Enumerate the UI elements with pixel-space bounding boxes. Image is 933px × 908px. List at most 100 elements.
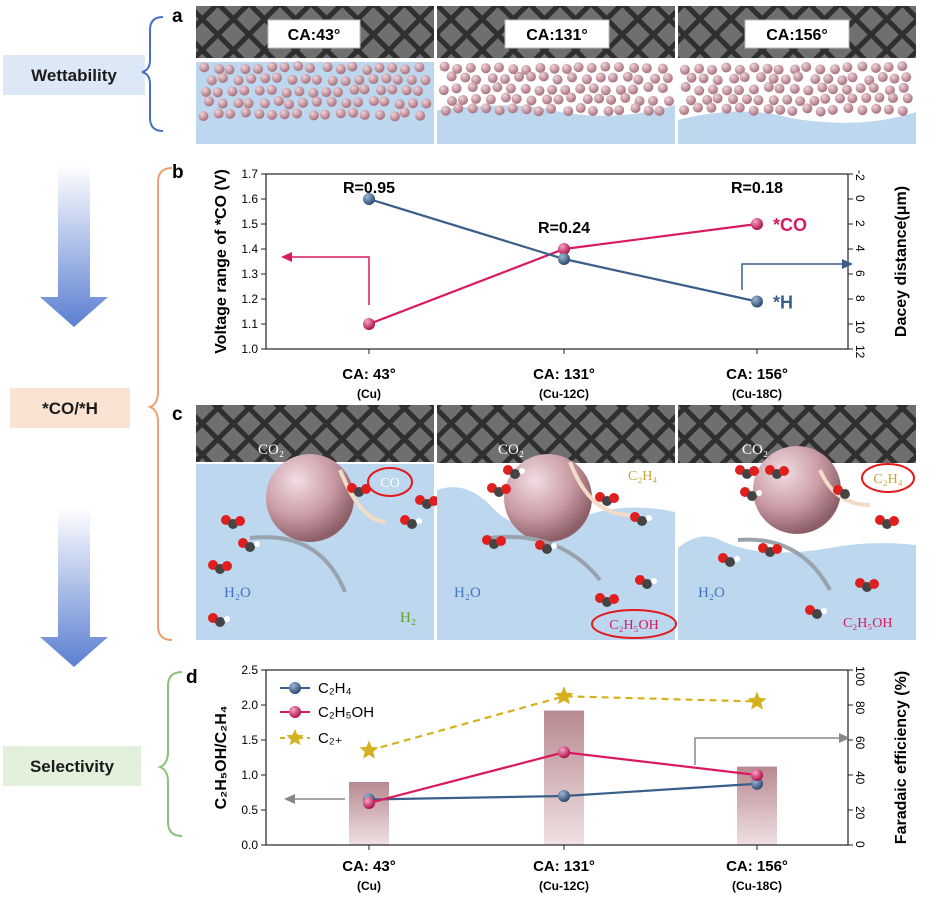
cu-particle bbox=[376, 85, 387, 96]
cu-particle bbox=[311, 74, 322, 85]
cu-particle bbox=[389, 111, 400, 122]
cu-particle bbox=[294, 86, 305, 97]
molecule-icon bbox=[208, 560, 232, 574]
cu-particle bbox=[820, 93, 831, 104]
cu-particle bbox=[686, 72, 697, 83]
molecule-icon bbox=[208, 613, 230, 627]
cu-particle bbox=[453, 103, 464, 114]
cu-particle bbox=[679, 105, 690, 116]
cu-particle bbox=[526, 71, 537, 82]
cu-particle bbox=[239, 85, 250, 96]
cu-particle bbox=[293, 61, 304, 72]
legend-marker bbox=[289, 682, 301, 694]
x-tick-sublabel: (Cu-12C) bbox=[539, 879, 589, 893]
cu-particle bbox=[287, 74, 298, 85]
data-point-star bbox=[747, 691, 767, 710]
cu-particle bbox=[254, 85, 265, 96]
data-point bbox=[751, 295, 763, 308]
data-point bbox=[363, 318, 375, 330]
left-column: Wettability *CO/*H Selectivity bbox=[3, 16, 183, 837]
cu-particle bbox=[521, 104, 532, 115]
molecule-icon bbox=[535, 540, 557, 554]
cu-particle bbox=[563, 106, 574, 117]
cu-particle bbox=[394, 99, 405, 110]
data-point bbox=[751, 218, 763, 230]
cu-particle bbox=[793, 71, 804, 82]
cu-particle bbox=[897, 105, 908, 116]
cu-particle bbox=[706, 102, 717, 113]
cu-particle bbox=[721, 103, 732, 114]
co2-label-2: CO₂ bbox=[498, 442, 524, 458]
chart-d: 0.0 0.5 1.0 1.5 2.0 2.5 0 20 40 60 80 100 CA: 43° (Cu… bbox=[213, 663, 910, 893]
cu-particle bbox=[898, 82, 909, 93]
cu-particle bbox=[481, 103, 492, 114]
cu-particle bbox=[595, 72, 606, 83]
cu-particle bbox=[508, 64, 519, 75]
panel-c: c CO₂ CO H₂O H₂ CO₂ C₂H₄ H₂O bbox=[172, 404, 916, 640]
chart-b-frame bbox=[265, 173, 849, 350]
cu-particle bbox=[279, 109, 290, 120]
data-point bbox=[751, 769, 763, 781]
molecule-icon bbox=[482, 535, 506, 549]
legend-label: C₂H₄ bbox=[318, 680, 352, 697]
c2h4-label-2: C₂H₄ bbox=[628, 469, 657, 484]
cu-particle bbox=[707, 84, 718, 95]
y-tick-label: 1.6 bbox=[241, 192, 258, 206]
x-tick-label: CA: 131° bbox=[533, 858, 595, 875]
c2h4-arrow-2 bbox=[568, 461, 631, 517]
cu-particle bbox=[480, 84, 491, 95]
cu-particle bbox=[586, 62, 597, 73]
cu-particle bbox=[841, 84, 852, 95]
cu-particle bbox=[573, 62, 584, 73]
cu-particle bbox=[199, 62, 210, 73]
panel-a-cell-1: CA:43° bbox=[196, 6, 434, 144]
y-tick-label: 1.1 bbox=[241, 317, 258, 331]
cu-particle bbox=[561, 63, 572, 74]
particle-bed-3 bbox=[679, 61, 913, 117]
cu-particle bbox=[348, 107, 359, 118]
cu-particle bbox=[446, 95, 457, 106]
right-axis-arrow bbox=[694, 737, 840, 765]
cu-particle bbox=[206, 75, 217, 86]
data-point bbox=[558, 253, 570, 265]
cu-particle bbox=[308, 87, 319, 98]
y2-tick-label: 2 bbox=[853, 220, 867, 227]
panel-a-cell-2: CA:131° bbox=[437, 6, 675, 144]
cu-particle bbox=[415, 110, 426, 121]
molecule-icon bbox=[400, 515, 422, 529]
catalyst-particle-3 bbox=[753, 446, 841, 534]
cu-particle bbox=[801, 61, 812, 72]
cu-particle bbox=[305, 63, 316, 74]
y-tick-label: 0.5 bbox=[241, 803, 258, 817]
cu-particle bbox=[802, 103, 813, 114]
data-point bbox=[363, 797, 375, 809]
selectivity-label: Selectivity bbox=[30, 757, 115, 776]
cu-particle bbox=[871, 103, 882, 114]
cu-particle bbox=[722, 85, 733, 96]
y-tick-label: 1.3 bbox=[241, 267, 258, 281]
cu-particle bbox=[494, 62, 505, 73]
cu-particle bbox=[379, 96, 390, 107]
cu-particle bbox=[308, 110, 319, 121]
cu-particle bbox=[620, 92, 631, 103]
cu-particle bbox=[877, 72, 888, 83]
cu-particle bbox=[534, 85, 545, 96]
cu-particle bbox=[227, 86, 238, 97]
cu-particle bbox=[733, 85, 744, 96]
water-label-2: H₂O bbox=[454, 585, 481, 601]
cu-particle bbox=[692, 102, 703, 113]
cu-particle bbox=[575, 83, 586, 94]
panel-a-cell-3: CA:156° bbox=[678, 6, 916, 144]
y2-tick-label: 0 bbox=[853, 841, 867, 848]
cu-particle bbox=[259, 98, 270, 109]
cu-particle bbox=[847, 93, 858, 104]
wettability-label: Wettability bbox=[31, 66, 117, 85]
contact-angle-label-2: CA:131° bbox=[526, 27, 588, 44]
cu-particle bbox=[465, 62, 476, 73]
cu-particle bbox=[542, 94, 553, 105]
y2-tick-label: 10 bbox=[853, 320, 867, 334]
co-h-brace bbox=[147, 167, 173, 641]
cu-particle bbox=[643, 105, 654, 116]
y-axis-label: C₂H₅OH/C₂H₄ bbox=[213, 706, 230, 810]
panel-a: a CA:43° CA:131° CA:156° bbox=[172, 6, 916, 144]
